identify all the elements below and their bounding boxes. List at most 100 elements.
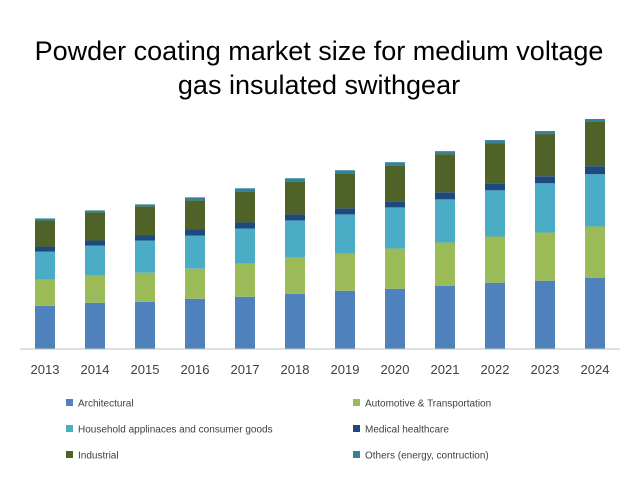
bar-2018-series-2 [285, 220, 305, 258]
chart-title: Powder coating market size for medium vo… [0, 34, 638, 102]
bar-2023-series-5 [535, 131, 555, 135]
bar-2016-series-5 [185, 197, 205, 201]
bar-2013-series-5 [35, 218, 55, 221]
legend-label: Medical healthcare [365, 425, 449, 436]
bar-2018-series-1 [285, 257, 305, 294]
legend-swatch [66, 399, 73, 406]
bar-2022-series-3 [485, 183, 505, 191]
bar-2024-series-0 [585, 277, 605, 349]
bar-2022-series-5 [485, 140, 505, 144]
legend: Architectural Automotive & Transportation… [66, 399, 491, 462]
x-tick-label: 2021 [431, 362, 460, 377]
bar-2015-series-2 [135, 240, 155, 273]
legend-label: Others (energy, contruction) [365, 451, 489, 462]
bar-2017-series-0 [235, 296, 255, 349]
bar-2019-series-5 [335, 170, 355, 174]
x-tick-label: 2020 [381, 362, 410, 377]
bar-2016-series-4 [185, 200, 205, 230]
legend-swatch [353, 425, 360, 432]
bar-2018-series-5 [285, 178, 305, 182]
legend-swatch [66, 451, 73, 458]
legend-label: Industrial [78, 451, 119, 462]
bar-2020-series-0 [385, 288, 405, 349]
legend-item: Household applinaces and consumer goods [66, 425, 273, 436]
bar-2024-series-1 [585, 226, 605, 278]
bar-2017-series-2 [235, 228, 255, 264]
legend-label: Household applinaces and consumer goods [78, 425, 273, 436]
bar-2021-series-3 [435, 192, 455, 200]
legend-label: Architectural [78, 399, 134, 410]
bar-2016-series-1 [185, 268, 205, 299]
bar-2019-series-0 [335, 290, 355, 349]
bar-2018-series-3 [285, 214, 305, 221]
bar-2020-series-3 [385, 201, 405, 208]
bar-2022-series-0 [485, 282, 505, 349]
legend-swatch [353, 451, 360, 458]
x-tick-label: 2024 [581, 362, 610, 377]
bar-2023-series-2 [535, 183, 555, 233]
bar-2017-series-4 [235, 191, 255, 223]
legend-item: Industrial [66, 451, 119, 462]
bar-2022-series-2 [485, 190, 505, 237]
legend-item: Medical healthcare [353, 425, 449, 436]
bar-2020-series-4 [385, 165, 405, 202]
x-tick-label: 2016 [181, 362, 210, 377]
bar-2019-series-1 [335, 253, 355, 291]
bar-2020-series-5 [385, 162, 405, 166]
x-tick-label: 2014 [81, 362, 110, 377]
legend-label: Automotive & Transportation [365, 399, 491, 410]
bar-2019-series-3 [335, 208, 355, 215]
x-tick-label: 2013 [31, 362, 60, 377]
bar-2017-series-1 [235, 263, 255, 297]
bar-2017-series-3 [235, 222, 255, 229]
x-tick-label: 2018 [281, 362, 310, 377]
bar-2024-series-3 [585, 166, 605, 175]
bars-group [35, 119, 605, 349]
bar-2021-series-2 [435, 199, 455, 243]
x-tick-label: 2023 [531, 362, 560, 377]
bar-2015-series-4 [135, 206, 155, 236]
bar-2015-series-5 [135, 204, 155, 207]
bar-2013-series-0 [35, 305, 55, 349]
legend-swatch [353, 399, 360, 406]
bar-2013-series-2 [35, 251, 55, 280]
legend-swatch [66, 425, 73, 432]
x-tick-label: 2017 [231, 362, 260, 377]
bar-2013-series-4 [35, 220, 55, 247]
bar-2015-series-3 [135, 235, 155, 241]
bar-2014-series-4 [85, 212, 105, 241]
bar-2014-series-5 [85, 210, 105, 213]
x-tick-labels: 2013 2014 2015 2016 2017 2018 2019 2020 2021 2022… [31, 362, 610, 377]
bar-2019-series-2 [335, 214, 355, 254]
bar-2023-series-4 [535, 134, 555, 177]
bar-2018-series-0 [285, 293, 305, 349]
bar-2013-series-3 [35, 246, 55, 252]
bar-2014-series-0 [85, 302, 105, 349]
bar-2014-series-3 [85, 240, 105, 246]
bar-2016-series-0 [185, 298, 205, 349]
bar-2014-series-1 [85, 275, 105, 303]
bar-2018-series-4 [285, 181, 305, 215]
bar-2023-series-3 [535, 176, 555, 184]
chart-title-line-1: Powder coating market size for medium vo… [34, 36, 604, 66]
chart-title-line-2: gas insulated swithgear [177, 70, 461, 100]
x-tick-label: 2022 [481, 362, 510, 377]
bar-2014-series-2 [85, 245, 105, 276]
bar-2021-series-5 [435, 151, 455, 155]
x-tick-label: 2015 [131, 362, 160, 377]
bar-2021-series-0 [435, 285, 455, 349]
legend-item: Automotive & Transportation [353, 399, 491, 410]
bar-2020-series-2 [385, 207, 405, 249]
bar-2023-series-1 [535, 232, 555, 281]
bar-2022-series-1 [485, 236, 505, 283]
legend-item: Architectural [66, 399, 134, 410]
bar-2022-series-4 [485, 143, 505, 184]
bar-2013-series-1 [35, 279, 55, 306]
bar-2017-series-5 [235, 188, 255, 192]
x-tick-label: 2019 [331, 362, 360, 377]
bar-2024-series-2 [585, 174, 605, 227]
bar-2020-series-1 [385, 248, 405, 289]
bar-2021-series-4 [435, 154, 455, 193]
bar-2019-series-4 [335, 173, 355, 209]
